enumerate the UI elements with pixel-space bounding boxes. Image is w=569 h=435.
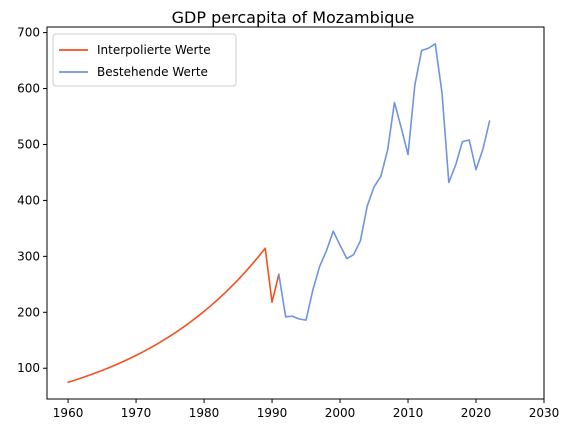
- y-tick-label: 500: [17, 137, 40, 151]
- x-tick-label: 2030: [529, 406, 560, 420]
- legend-box: [52, 33, 237, 87]
- y-tick-label: 100: [17, 361, 40, 375]
- x-axis: 1960 1970 1980 1990 2000 2010 2020 2030: [53, 399, 559, 420]
- y-tick-label: 600: [17, 82, 40, 96]
- y-axis: 100 200 300 400 500 600 700: [17, 26, 47, 375]
- series-line-1: [67, 247, 280, 384]
- legend-label-2: Bestehende Werte: [97, 65, 208, 79]
- x-tick-label: 2000: [325, 406, 356, 420]
- x-tick-label: 2010: [393, 406, 424, 420]
- y-tick-label: 400: [17, 193, 40, 207]
- x-tick-label: 1990: [257, 406, 288, 420]
- x-tick-label: 1960: [53, 406, 84, 420]
- x-tick-label: 2020: [461, 406, 492, 420]
- series-line-2: [278, 42, 491, 321]
- y-tick-label: 300: [17, 249, 40, 263]
- x-tick-label: 1970: [121, 406, 152, 420]
- y-tick-label: 200: [17, 305, 40, 319]
- axes-frame: [46, 26, 545, 400]
- x-tick-label: 1980: [189, 406, 220, 420]
- y-tick-label: 700: [17, 26, 40, 40]
- legend-label-1: Interpolierte Werte: [97, 43, 211, 57]
- legend: Interpolierte Werte Bestehende Werte: [52, 33, 237, 87]
- chart-title: GDP percapita of Mozambique: [172, 8, 415, 27]
- plot-lines: [67, 42, 491, 384]
